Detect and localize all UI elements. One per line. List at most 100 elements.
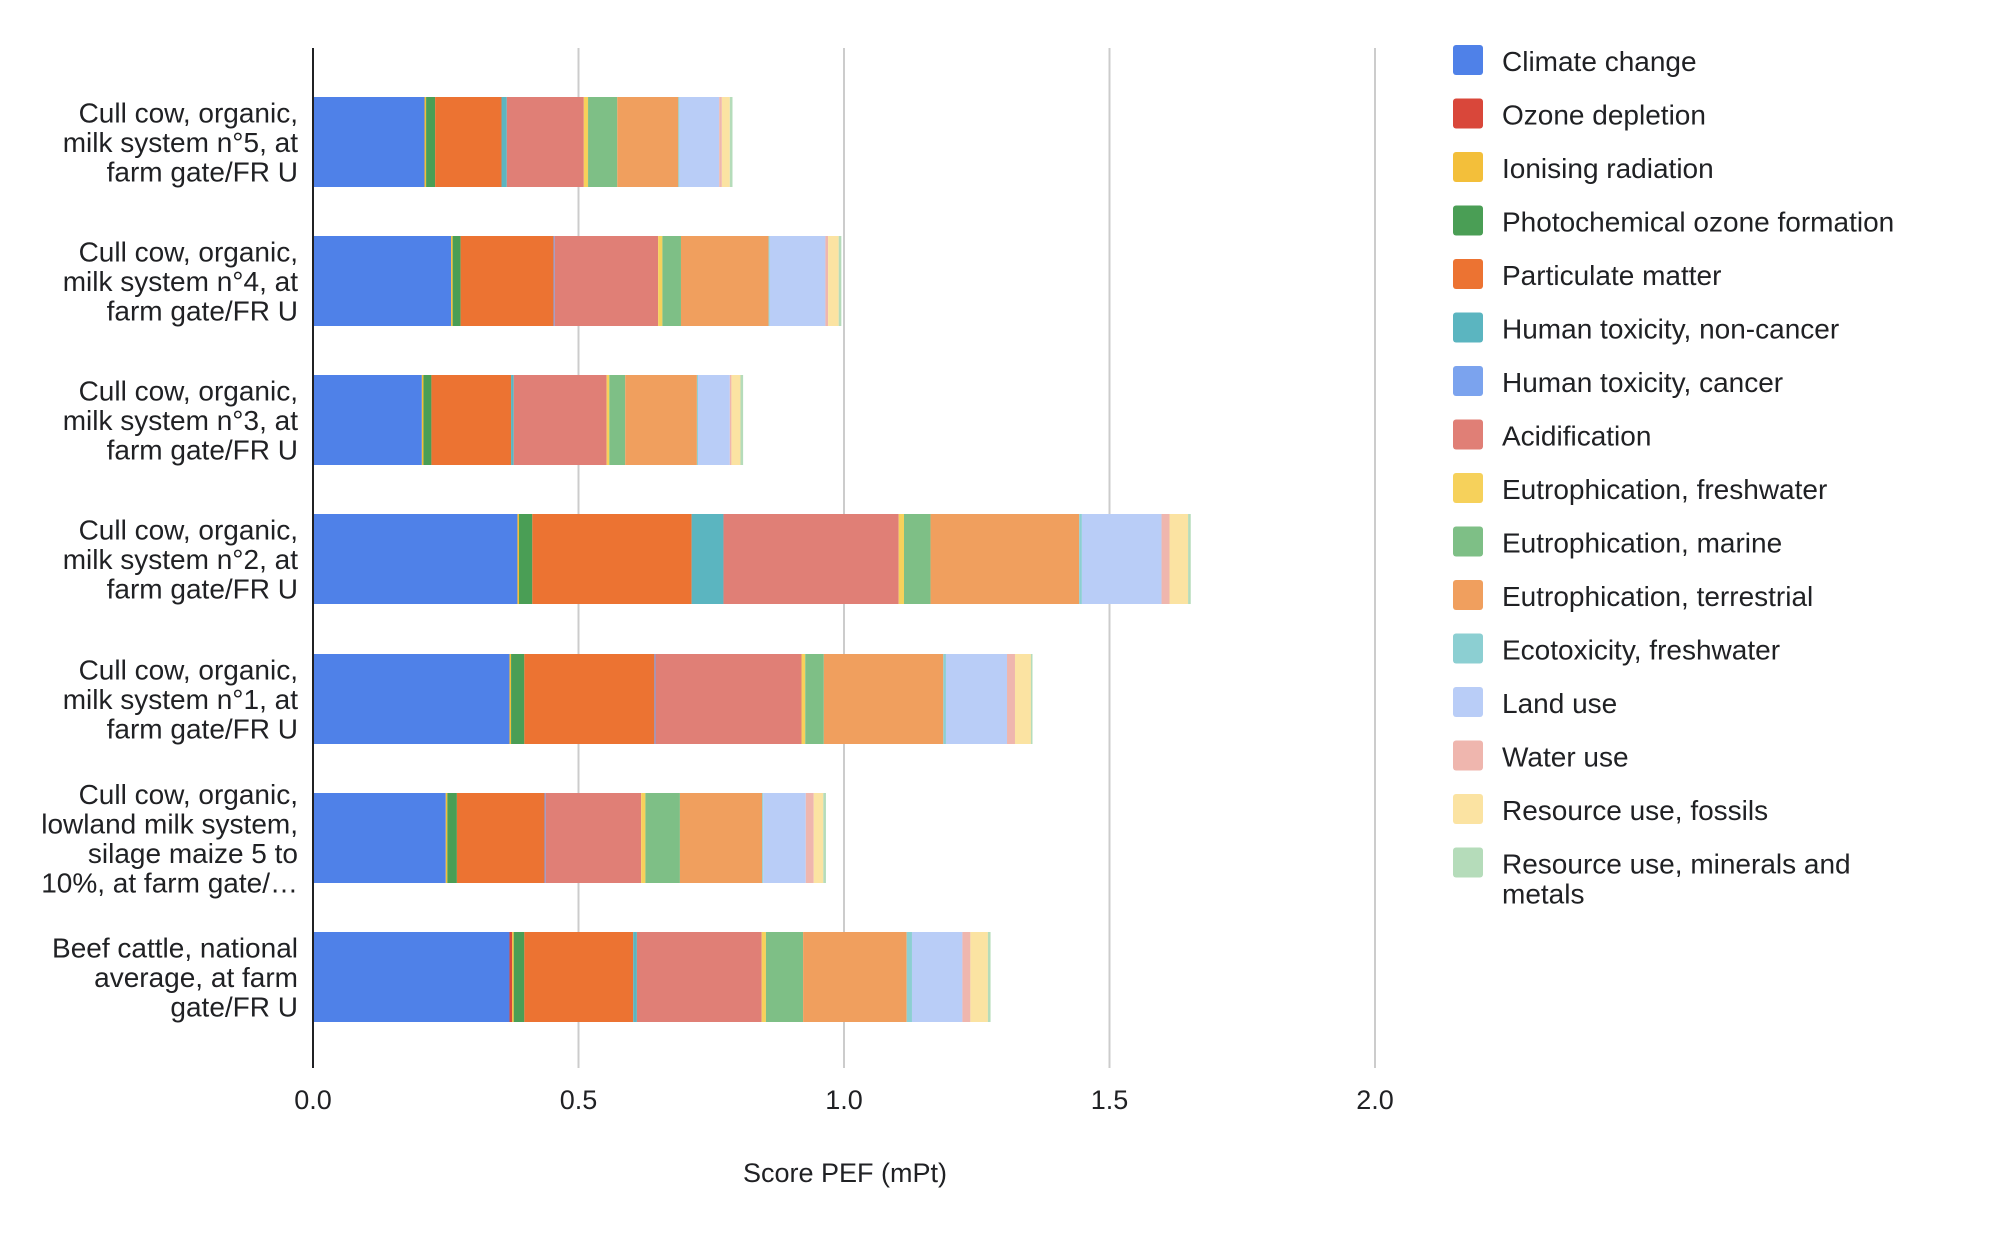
bar-segment [1030,654,1033,744]
bar-segment [545,793,642,883]
x-axis-title: Score PEF (mPt) [743,1158,947,1188]
legend-swatch [1453,633,1483,664]
bar-segment [1014,654,1031,744]
bar-segment [803,932,907,1022]
bar-segment [658,236,663,326]
bar-segment [731,375,741,465]
category-label: milk system n°5, at [63,127,298,158]
category-label: lowland milk system, [41,808,298,839]
bar-segment [506,97,584,187]
legend-swatch [1453,152,1483,182]
category-label: 10%, at farm gate/… [41,867,298,898]
bar-segment [313,514,518,604]
legend-label: Eutrophication, terrestrial [1502,581,1813,612]
legend-swatch [1453,98,1483,129]
bar-segment [691,514,724,604]
bar-segment [617,97,679,187]
bar-segment [723,514,899,604]
bar-segment [1161,514,1170,604]
bar-segment [423,375,432,465]
x-tick-labels: 0.0 0.5 1.0 1.5 2.0 [294,1085,1394,1115]
bar-segment [313,236,452,326]
bar-segment [904,514,931,604]
legend-swatch [1453,580,1483,610]
bar-segment [509,932,513,1022]
bar-segment [930,514,1080,604]
bar-segment [906,932,912,1022]
bar-segment [762,793,764,883]
bar-segment [633,932,637,1022]
bar-segment [696,375,698,465]
bar-segment [583,97,589,187]
bar-segment [828,236,839,326]
category-label: Cull cow, organic, [79,515,298,546]
bar-segment [512,932,514,1022]
bar-segment [945,654,1008,744]
bar-segment [313,375,422,465]
bar-segment [424,97,427,187]
bar-segment [679,793,763,883]
bar-segment [509,654,512,744]
category-label: gate/FR U [170,992,298,1023]
bar-segment [511,375,514,465]
legend-swatch [1453,205,1483,236]
bar-segment [813,793,824,883]
bar-segment [729,97,733,187]
x-tick-label: 0.5 [560,1085,598,1115]
bar-segment [970,932,988,1022]
legend-label: Climate change [1502,46,1697,77]
legend-label: Human toxicity, cancer [1502,367,1783,398]
bar-segment [553,236,555,326]
bar-segment [765,932,804,1022]
bar-segment [511,654,525,744]
bar-segment [655,654,802,744]
legend-label: Human toxicity, non-cancer [1502,314,1839,345]
bar-segment [532,514,692,604]
bar-segment [524,654,655,744]
bar-segment [1188,514,1191,604]
bar-segment [761,932,766,1022]
legend-swatch [1453,312,1483,343]
category-label: milk system n°3, at [63,405,298,436]
category-label: Beef cattle, national [52,933,298,964]
legend-label: Eutrophication, freshwater [1502,474,1827,505]
bar-segment [769,236,826,326]
bar-segment [452,236,461,326]
bar-segment [987,932,991,1022]
bar-segment [654,654,656,744]
category-label: farm gate/FR U [107,296,298,327]
bar-segment [625,375,697,465]
bar-segment [740,375,744,465]
category-label: Cull cow, organic, [79,98,298,129]
bar-segment [823,793,826,883]
legend-swatch [1453,473,1483,503]
legend-swatch [1453,687,1483,717]
bars [313,97,1191,1022]
bar-segment [435,97,502,187]
category-label: silage maize 5 to [88,838,298,869]
legend-label: Ionising radiation [1502,153,1714,184]
bar-segment [421,375,424,465]
legend-swatch [1453,259,1483,289]
legend-swatch [1453,366,1483,396]
bar-segment [456,793,545,883]
bar-segment [445,793,448,883]
bar-segment [825,236,829,326]
legend-swatch [1453,740,1483,771]
bar-segment [1079,514,1082,604]
bar-segment [943,654,946,744]
legend-label: metals [1502,879,1584,910]
bar-segment [426,97,436,187]
legend-label: Resource use, fossils [1502,795,1768,826]
bar-segment [460,236,554,326]
bar-segment [768,236,770,326]
legend-swatch [1453,847,1483,878]
legend-label: Particulate matter [1502,260,1721,291]
legend-label: Ecotoxicity, freshwater [1502,635,1780,666]
category-label: farm gate/FR U [107,157,298,188]
bar-segment [431,375,512,465]
category-label: Cull cow, organic, [79,237,298,268]
bar-segment [805,793,814,883]
category-label: farm gate/FR U [107,714,298,745]
